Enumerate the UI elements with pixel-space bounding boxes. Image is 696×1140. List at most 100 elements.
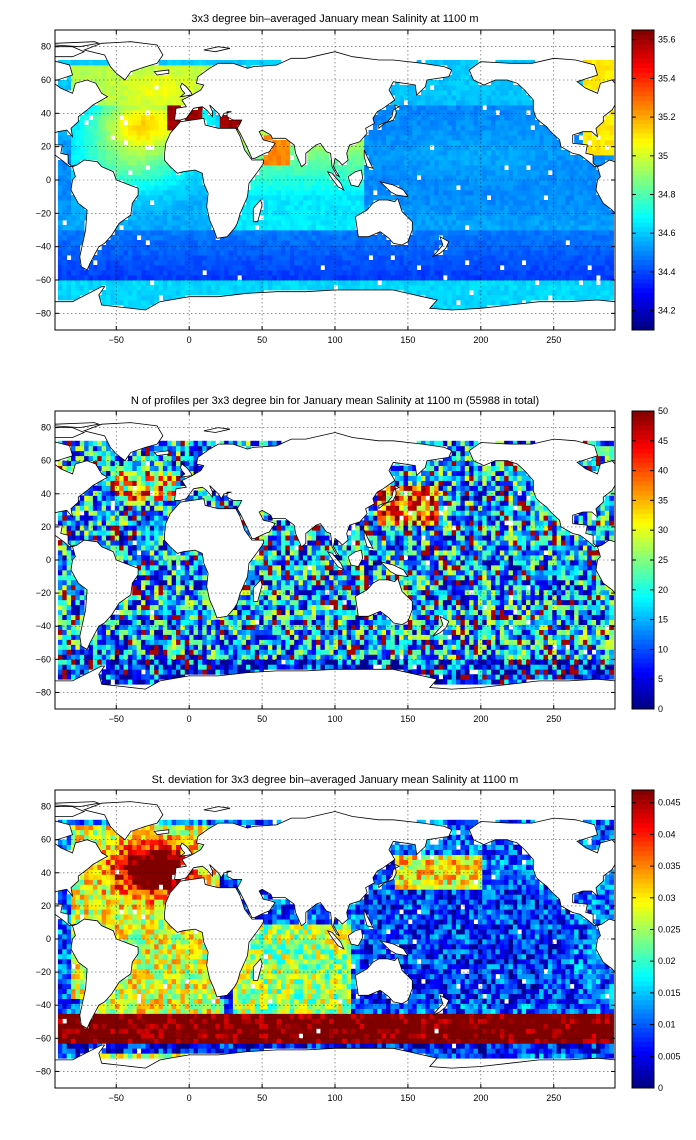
heatmap-cell: [429, 190, 435, 196]
heatmap-cell: [604, 70, 610, 76]
heatmap-cell: [162, 100, 168, 106]
heatmap-cell: [526, 160, 531, 166]
heatmap-cell: [127, 550, 133, 556]
heatmap-cell: [66, 60, 72, 66]
heatmap-cell: [184, 280, 190, 286]
heatmap-cell: [499, 85, 505, 91]
heatmap-cell: [534, 210, 540, 216]
heatmap-cell: [574, 225, 579, 231]
heatmap-cell: [110, 130, 116, 136]
heatmap-cell: [84, 65, 89, 71]
heatmap-cell: [508, 230, 514, 236]
heatmap-cell: [84, 290, 89, 296]
heatmap-cell: [416, 285, 422, 291]
heatmap-cell: [114, 644, 120, 650]
heatmap-cell: [75, 60, 81, 66]
heatmap-cell: [294, 190, 299, 196]
heatmap-cell: [237, 235, 243, 241]
heatmap-cell: [162, 60, 168, 66]
heatmap-cell: [526, 180, 531, 186]
heatmap-cell: [372, 170, 378, 176]
heatmap-cell: [162, 270, 168, 276]
heatmap-cell: [272, 150, 278, 156]
heatmap-cell: [517, 235, 523, 241]
heatmap-cell: [407, 90, 413, 96]
heatmap-cell: [464, 80, 470, 86]
heatmap-cell: [101, 639, 107, 645]
heatmap-cell: [504, 140, 509, 146]
heatmap-cell: [456, 225, 461, 231]
heatmap-cell: [211, 230, 216, 236]
heatmap-cell: [267, 285, 273, 291]
heatmap-cell: [263, 275, 269, 281]
heatmap-cell: [75, 280, 81, 286]
heatmap-cell: [329, 230, 334, 236]
heatmap-cell: [176, 230, 181, 236]
heatmap-cell: [495, 235, 501, 241]
heatmap-cell: [259, 240, 264, 246]
heatmap-cell: [521, 150, 527, 156]
heatmap-cell: [101, 270, 107, 276]
heatmap-cell: [62, 60, 68, 66]
heatmap-cell: [596, 265, 601, 271]
heatmap-cell: [526, 215, 531, 221]
heatmap-cell: [272, 60, 278, 66]
heatmap-cell: [302, 195, 308, 201]
heatmap-cell: [193, 235, 199, 241]
heatmap-cell: [351, 185, 356, 191]
heatmap-cell: [473, 280, 479, 286]
heatmap-cell: [412, 120, 418, 126]
heatmap-cell: [407, 285, 413, 291]
heatmap-cell: [75, 639, 81, 645]
heatmap-cell: [250, 215, 256, 221]
heatmap-cell: [285, 235, 291, 241]
heatmap-cell: [320, 200, 326, 206]
heatmap-cell: [351, 220, 356, 226]
heatmap-cell: [71, 155, 76, 161]
colorbar-segment: [632, 311, 654, 317]
heatmap-cell: [456, 265, 461, 271]
heatmap-cell: [66, 290, 72, 296]
heatmap-cell: [136, 100, 142, 106]
heatmap-cell: [596, 60, 601, 66]
heatmap-cell: [57, 190, 63, 196]
heatmap-cell: [88, 60, 94, 66]
heatmap-cell: [460, 190, 466, 196]
heatmap-cell: [136, 85, 142, 91]
heatmap-cell: [215, 270, 221, 276]
heatmap-cell: [158, 220, 164, 226]
heatmap-cell: [66, 515, 72, 521]
heatmap-cell: [565, 285, 571, 291]
heatmap-cell: [114, 490, 120, 496]
heatmap-cell: [101, 140, 107, 146]
heatmap-cell: [565, 175, 571, 181]
heatmap-cell: [561, 245, 566, 251]
heatmap-cell: [342, 270, 348, 276]
heatmap-cell: [355, 195, 361, 201]
heatmap-cell: [421, 285, 426, 291]
heatmap-cell: [92, 130, 98, 136]
heatmap-cell: [491, 270, 496, 276]
heatmap-cell: [359, 200, 365, 206]
heatmap-cell: [486, 225, 492, 231]
heatmap-cell: [456, 220, 461, 226]
heatmap-cell: [127, 594, 133, 601]
heatmap-cell: [285, 160, 291, 166]
heatmap-cell: [114, 280, 120, 286]
heatmap-cell: [84, 530, 89, 536]
heatmap-cell: [62, 290, 68, 296]
heatmap-cell: [447, 135, 453, 141]
heatmap-cell: [71, 664, 76, 670]
heatmap-cell: [285, 220, 291, 226]
heatmap-cell: [167, 180, 173, 186]
heatmap-cell: [364, 240, 369, 246]
heatmap-cell: [289, 245, 295, 251]
heatmap-cell: [482, 200, 488, 206]
heatmap-cell: [145, 115, 151, 121]
heatmap-cell: [259, 270, 264, 276]
heatmap-cell: [469, 275, 474, 281]
heatmap-cell: [495, 245, 501, 251]
heatmap-cell: [88, 440, 94, 447]
heatmap-cell: [329, 220, 334, 226]
heatmap-cell: [429, 165, 435, 171]
